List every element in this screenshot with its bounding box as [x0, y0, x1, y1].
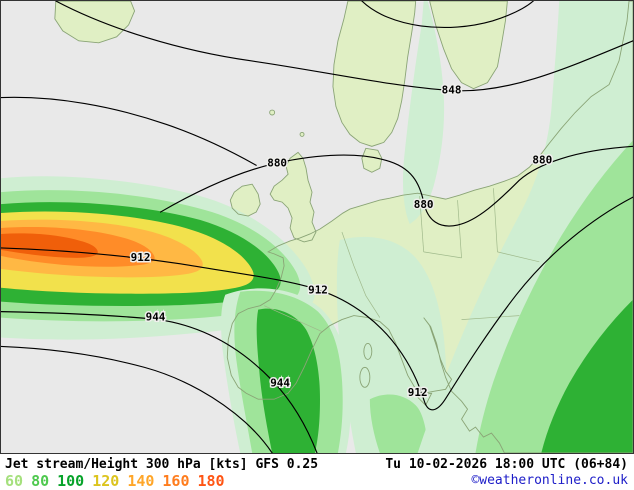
contour-label-880: 880 — [532, 153, 552, 166]
contour-label-912: 912 — [408, 386, 428, 399]
contour-label-848: 848 — [442, 84, 462, 97]
border-line — [423, 251, 462, 259]
height-contour-848 — [55, 1, 633, 92]
height-contour-880 — [159, 145, 633, 227]
height-contour-south — [1, 345, 273, 453]
scale-value-180: 180 — [197, 472, 225, 490]
map-svg: 848 880 880 880 912 912 912 944 944 — [1, 1, 633, 453]
timestamp: Tu 10-02-2026 18:00 UTC (06+84) — [385, 457, 628, 472]
jet-band-100-east — [541, 299, 633, 453]
legend-block: Jet stream/Height 300 hPa [kts] GFS 0.25… — [5, 456, 319, 490]
scale-value-80: 80 — [31, 472, 50, 490]
height-contour-upper — [361, 1, 534, 29]
contour-labels: 848 880 880 880 912 912 912 944 944 — [129, 82, 553, 401]
map-title: Jet stream/Height 300 hPa [kts] GFS 0.25 — [5, 457, 319, 472]
height-contour-northwest — [1, 96, 257, 166]
contour-label-880: 880 — [267, 156, 287, 169]
contour-label-912: 912 — [131, 251, 151, 264]
contour-label-912: 912 — [308, 284, 328, 297]
jet-band-100-biscay — [256, 308, 320, 453]
height-contour-944 — [1, 311, 318, 453]
map-image: 848 880 880 880 912 912 912 944 944 — [0, 0, 634, 454]
jet-band-60-baltic — [402, 1, 445, 225]
contour-label-880: 880 — [414, 198, 434, 211]
info-block: Tu 10-02-2026 18:00 UTC (06+84) ©weather… — [385, 456, 628, 489]
border-line — [457, 200, 462, 258]
scale-value-140: 140 — [127, 472, 155, 490]
border-line — [497, 251, 540, 263]
copyright-link[interactable]: ©weatheronline.co.uk — [471, 473, 628, 488]
scale-value-120: 120 — [92, 472, 120, 490]
height-contours — [1, 1, 633, 453]
country-borders — [264, 188, 540, 332]
scale-value-60: 60 — [5, 472, 24, 490]
jet-band-80-central — [369, 394, 428, 453]
border-line — [493, 188, 498, 252]
border-line — [341, 231, 381, 318]
footer: Jet stream/Height 300 hPa [kts] GFS 0.25… — [0, 454, 634, 490]
height-contour-912 — [1, 196, 633, 411]
scale-value-160: 160 — [162, 472, 190, 490]
jet-stream-fills — [1, 1, 633, 453]
contour-label-944: 944 — [270, 376, 290, 389]
border-line — [419, 196, 425, 252]
border-line — [264, 305, 323, 332]
scale-value-100: 100 — [57, 472, 85, 490]
contour-label-944: 944 — [146, 311, 166, 324]
border-line — [461, 315, 520, 320]
wind-speed-scale: 60 80 100 120 140 160 180 — [5, 473, 318, 490]
